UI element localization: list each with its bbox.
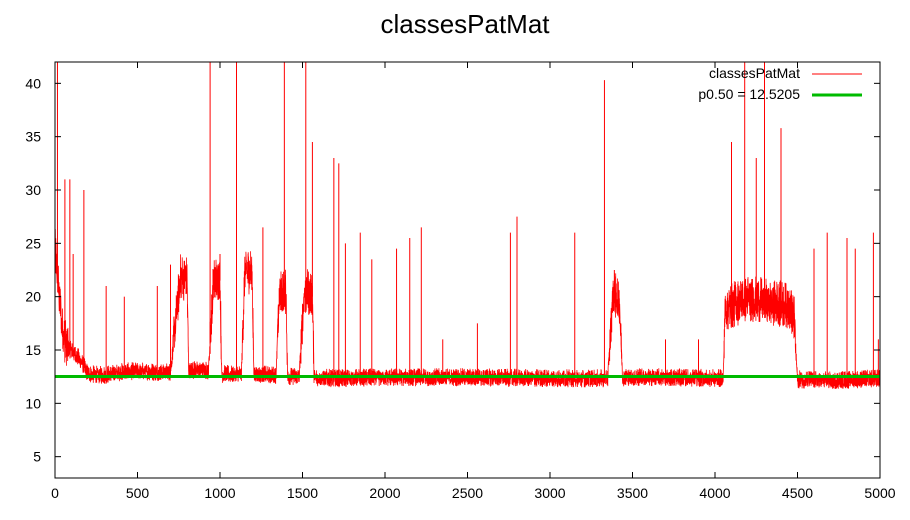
- legend: classesPatMat p0.50 = 12.5205: [698, 65, 862, 102]
- x-tick-label: 3500: [617, 485, 648, 501]
- x-tick-label: 5000: [864, 485, 895, 501]
- x-tick-label: 1000: [204, 485, 235, 501]
- x-tick-label: 2000: [369, 485, 400, 501]
- y-tick-label: 5: [33, 449, 41, 465]
- legend-label-series-0: classesPatMat: [709, 65, 800, 81]
- x-tick-label: 4500: [782, 485, 813, 501]
- x-tick-label: 1500: [287, 485, 318, 501]
- x-tick-label: 3000: [534, 485, 565, 501]
- y-tick-label: 10: [25, 395, 41, 411]
- y-tick-label: 35: [25, 129, 41, 145]
- y-tick-label: 40: [25, 75, 41, 91]
- y-tick-label: 25: [25, 235, 41, 251]
- y-tick-label: 30: [25, 182, 41, 198]
- x-tick-label: 0: [51, 485, 59, 501]
- x-tick-label: 500: [126, 485, 150, 501]
- y-tick-label: 15: [25, 342, 41, 358]
- plot-area: [55, 62, 880, 389]
- y-tick-label: 20: [25, 289, 41, 305]
- chart-title: classesPatMat: [380, 9, 550, 39]
- x-tick-label: 2500: [452, 485, 483, 501]
- legend-label-series-1: p0.50 = 12.5205: [698, 86, 800, 102]
- x-tick-label: 4000: [699, 485, 730, 501]
- axes: 0 500 1000 1500 2000 2500 3000 3500 4000 4500 5000…: [25, 61, 896, 501]
